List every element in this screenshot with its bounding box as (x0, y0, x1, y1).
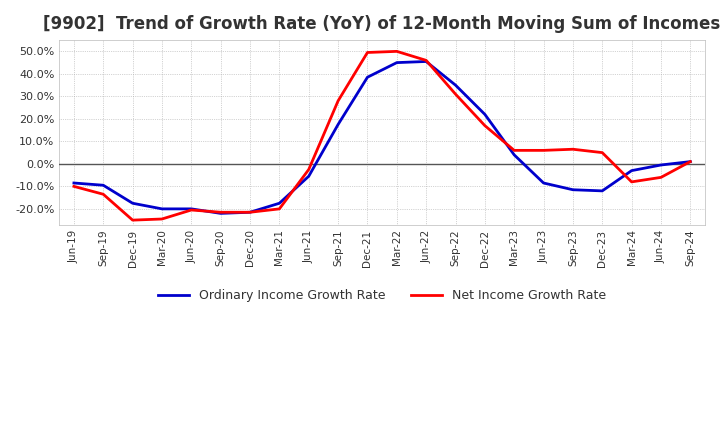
Ordinary Income Growth Rate (686, 159, 695, 164)
Title: [9902]  Trend of Growth Rate (YoY) of 12-Month Moving Sum of Incomes: [9902] Trend of Growth Rate (YoY) of 12-… (43, 15, 720, 33)
Ordinary Income Growth Rate (363, 75, 372, 80)
Ordinary Income Growth Rate (480, 112, 489, 117)
Ordinary Income Growth Rate (187, 206, 196, 212)
Ordinary Income Growth Rate (70, 180, 78, 186)
Net Income Growth Rate (99, 191, 107, 197)
Net Income Growth Rate (422, 58, 431, 63)
Legend: Ordinary Income Growth Rate, Net Income Growth Rate: Ordinary Income Growth Rate, Net Income … (153, 284, 611, 307)
Net Income Growth Rate (657, 175, 665, 180)
Line: Ordinary Income Growth Rate: Ordinary Income Growth Rate (74, 62, 690, 213)
Ordinary Income Growth Rate (128, 201, 137, 206)
Net Income Growth Rate (305, 167, 313, 172)
Net Income Growth Rate (128, 217, 137, 223)
Net Income Growth Rate (70, 184, 78, 189)
Ordinary Income Growth Rate (158, 206, 166, 212)
Net Income Growth Rate (598, 150, 606, 155)
Ordinary Income Growth Rate (275, 201, 284, 206)
Net Income Growth Rate (510, 148, 518, 153)
Ordinary Income Growth Rate (657, 162, 665, 168)
Ordinary Income Growth Rate (539, 180, 548, 186)
Ordinary Income Growth Rate (305, 174, 313, 179)
Net Income Growth Rate (480, 123, 489, 128)
Ordinary Income Growth Rate (392, 60, 401, 65)
Net Income Growth Rate (216, 209, 225, 215)
Ordinary Income Growth Rate (598, 188, 606, 194)
Net Income Growth Rate (686, 159, 695, 164)
Ordinary Income Growth Rate (422, 59, 431, 64)
Ordinary Income Growth Rate (569, 187, 577, 192)
Ordinary Income Growth Rate (510, 152, 518, 158)
Net Income Growth Rate (627, 179, 636, 184)
Ordinary Income Growth Rate (451, 82, 460, 88)
Ordinary Income Growth Rate (627, 168, 636, 173)
Net Income Growth Rate (363, 50, 372, 55)
Net Income Growth Rate (539, 148, 548, 153)
Ordinary Income Growth Rate (99, 183, 107, 188)
Net Income Growth Rate (392, 49, 401, 54)
Net Income Growth Rate (187, 207, 196, 213)
Net Income Growth Rate (451, 92, 460, 97)
Line: Net Income Growth Rate: Net Income Growth Rate (74, 51, 690, 220)
Net Income Growth Rate (569, 147, 577, 152)
Net Income Growth Rate (158, 216, 166, 222)
Net Income Growth Rate (334, 98, 343, 103)
Net Income Growth Rate (275, 206, 284, 212)
Ordinary Income Growth Rate (334, 122, 343, 127)
Ordinary Income Growth Rate (246, 209, 254, 215)
Ordinary Income Growth Rate (216, 211, 225, 216)
Net Income Growth Rate (246, 209, 254, 215)
